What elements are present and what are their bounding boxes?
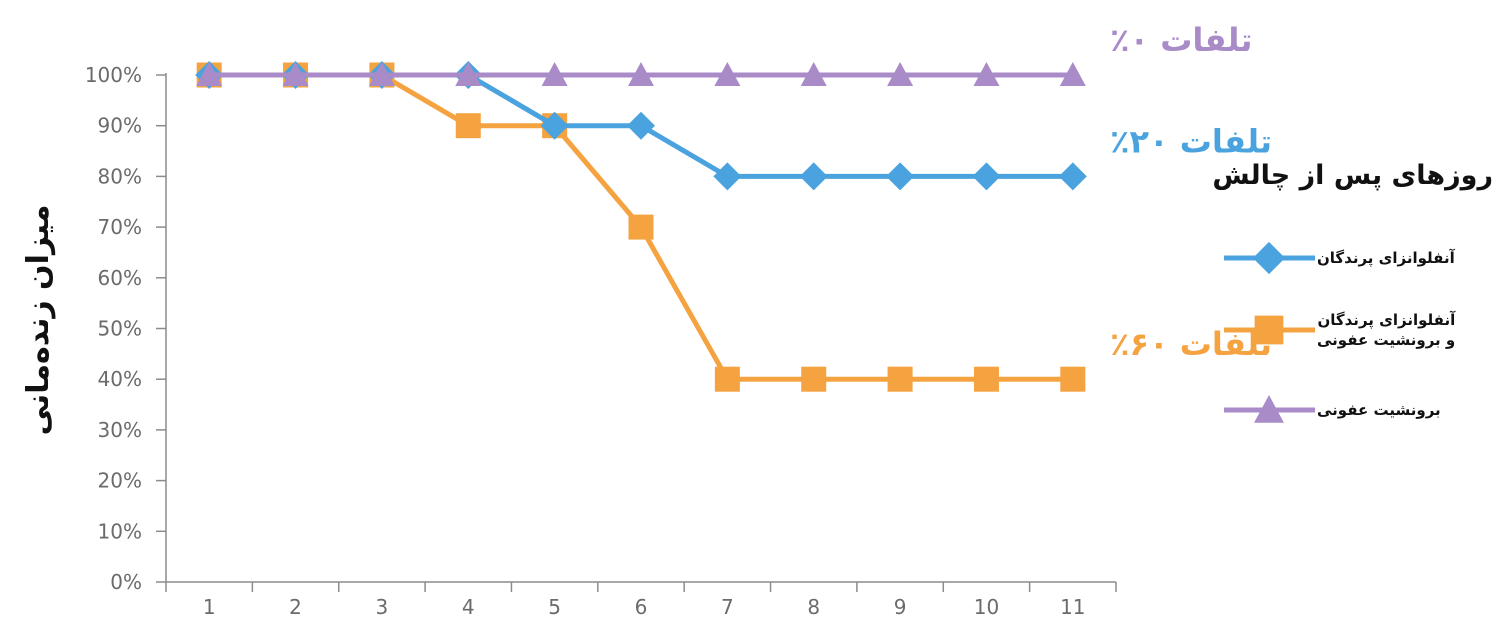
data-point-triangle xyxy=(455,62,482,87)
y-tick-label: 10% xyxy=(98,519,142,543)
y-tick-label: 80% xyxy=(98,164,142,188)
data-point-triangle xyxy=(887,62,914,87)
x-tick-label: 11 xyxy=(1060,595,1085,619)
y-axis-label: میزان زنده‌مانی xyxy=(21,205,56,436)
data-point-triangle xyxy=(282,62,309,87)
data-point-square xyxy=(1060,366,1086,392)
data-point-triangle xyxy=(1059,62,1086,87)
y-tick-label: 60% xyxy=(98,266,142,290)
legend-item-bronchitis: برونشیت عفونی xyxy=(1222,380,1492,440)
data-point-diamond xyxy=(799,162,828,191)
data-point-triangle xyxy=(541,62,568,87)
y-tick-label: 70% xyxy=(98,215,142,239)
legend-label-bronchitis: برونشیت عفونی xyxy=(1317,400,1441,419)
annotation-label: تلفات ۲۰٪ xyxy=(1110,122,1272,160)
y-tick-label: 0% xyxy=(110,570,142,594)
x-tick-label: 3 xyxy=(376,595,389,619)
data-point-square xyxy=(628,214,654,240)
data-point-diamond xyxy=(627,111,655,140)
legend-item-bird-flu-bronchitis: آنفلوانزای پرندگان و برونشیت عفونی xyxy=(1222,300,1492,360)
data-point-diamond xyxy=(972,162,1001,191)
x-tick-label: 2 xyxy=(289,595,302,619)
data-point-triangle xyxy=(628,62,654,87)
legend-marker-square xyxy=(1254,315,1284,345)
data-point-square xyxy=(887,366,913,392)
x-tick-label: 4 xyxy=(462,595,475,619)
series-triangle xyxy=(196,62,1086,87)
axes: 0% 10% 20% 30% 40% 50% 60% 70% 80% 90% 100% 1 2 3 4 5 6 7… xyxy=(85,63,1117,619)
legend-item-bird-flu: آنفلوانزای پرندگان xyxy=(1222,228,1492,288)
legend-swatch-bronchitis xyxy=(1224,395,1315,423)
y-tick-label: 30% xyxy=(98,418,142,442)
data-point-diamond xyxy=(1058,162,1087,191)
y-tick-label: 20% xyxy=(98,469,142,493)
data-point-square xyxy=(973,366,999,392)
data-point-triangle xyxy=(973,62,1000,87)
data-point-triangle xyxy=(800,62,827,87)
legend-marker-triangle xyxy=(1254,395,1284,423)
y-tick-label: 40% xyxy=(98,367,142,391)
legend-swatch-bird-flu xyxy=(1224,241,1315,275)
x-tick-label: 5 xyxy=(548,595,561,619)
x-tick-label: 10 xyxy=(974,595,999,619)
x-tick-label: 9 xyxy=(894,595,907,619)
data-point-diamond xyxy=(540,111,569,140)
legend-label-bird-flu-bronchitis: آنفلوانزای پرندگان و برونشیت عفونی xyxy=(1317,310,1456,349)
y-tick-label: 90% xyxy=(98,114,142,138)
x-tick-label: 8 xyxy=(807,595,820,619)
data-point-triangle xyxy=(196,62,223,87)
data-point-square xyxy=(714,366,740,392)
data-point-square xyxy=(801,366,827,392)
data-point-diamond xyxy=(886,162,915,191)
y-tick-label: 50% xyxy=(98,317,142,341)
data-point-diamond xyxy=(713,162,742,191)
legend-marker-diamond xyxy=(1252,241,1286,275)
data-point-triangle xyxy=(368,62,395,87)
legend-swatch-bird-flu-bronchitis xyxy=(1224,315,1315,345)
x-tick-label: 1 xyxy=(203,595,216,619)
x-tick-label: 7 xyxy=(721,595,734,619)
legend-label-bird-flu: آنفلوانزای پرندگان xyxy=(1317,248,1455,267)
data-point-square xyxy=(455,113,481,139)
series-layer xyxy=(195,61,1087,392)
data-point-triangle xyxy=(714,62,741,87)
x-tick-label: 6 xyxy=(635,595,648,619)
y-tick-label: 100% xyxy=(85,63,142,87)
annotation-label: تلفات ۰٪ xyxy=(1110,21,1252,59)
legend-title: روزهای پس از چالش xyxy=(1212,160,1493,191)
